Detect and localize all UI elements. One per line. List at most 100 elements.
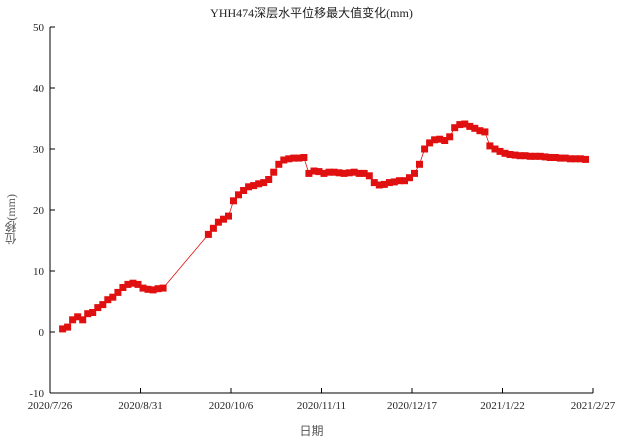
data-point — [486, 142, 494, 150]
data-point — [280, 156, 288, 164]
data-point — [456, 121, 464, 129]
data-point — [139, 284, 147, 292]
data-point — [421, 145, 429, 153]
y-tick-label: 50 — [33, 22, 45, 34]
data-point — [526, 152, 534, 160]
data-point — [74, 313, 82, 321]
x-tick-label: 2021/2/27 — [571, 400, 616, 412]
data-point — [466, 122, 474, 130]
data-point — [385, 179, 393, 187]
data-point — [240, 187, 248, 194]
data-point — [255, 180, 263, 188]
y-tick-label: 30 — [33, 144, 45, 156]
x-axis-label: 日期 — [299, 424, 324, 438]
data-point — [129, 279, 137, 287]
data-point — [370, 179, 378, 187]
y-tick-label: 10 — [33, 266, 45, 278]
data-point — [265, 176, 273, 183]
data-point — [481, 128, 489, 136]
y-tick-label: 0 — [39, 327, 45, 339]
x-tick-label: 2020/7/26 — [28, 400, 73, 412]
data-point — [476, 127, 484, 135]
data-point — [551, 154, 559, 161]
data-point — [406, 174, 413, 182]
x-tick-label: 2020/12/17 — [387, 400, 438, 412]
y-tick-label: 20 — [33, 205, 45, 217]
data-point — [220, 215, 227, 223]
data-point — [109, 293, 117, 301]
x-tick-label: 2020/11/11 — [297, 400, 346, 412]
data-point — [395, 177, 403, 185]
data-point — [461, 120, 469, 128]
data-point — [506, 151, 514, 158]
data-point — [134, 280, 142, 288]
y-tick-label: -10 — [29, 388, 44, 400]
data-point — [320, 169, 328, 177]
data-point — [561, 154, 569, 162]
data-point — [365, 172, 373, 180]
data-point — [441, 137, 449, 144]
chart-title: YHH474深层水平位移最大值变化(mm) — [210, 6, 413, 20]
y-tick-label: 40 — [33, 83, 45, 95]
data-point — [159, 284, 167, 292]
data-point — [501, 149, 509, 157]
data-point — [411, 169, 418, 177]
data-point — [350, 168, 358, 176]
data-point — [546, 154, 554, 161]
data-point — [380, 180, 388, 188]
data-point — [144, 285, 152, 293]
data-point — [426, 139, 434, 147]
data-point — [79, 316, 87, 324]
x-tick-label: 2020/10/6 — [209, 400, 254, 412]
data-point — [124, 280, 132, 288]
data-point — [491, 145, 499, 153]
data-point — [446, 133, 454, 141]
data-point — [315, 168, 323, 176]
data-point — [451, 124, 459, 132]
data-point — [69, 316, 77, 324]
data-point — [436, 135, 444, 143]
data-point — [84, 310, 92, 318]
data-point — [209, 224, 217, 232]
data-point — [290, 154, 298, 162]
data-point — [305, 169, 313, 177]
data-point — [330, 168, 338, 176]
data-point — [541, 153, 549, 161]
x-tick-label: 2020/8/31 — [118, 400, 163, 412]
data-point — [511, 151, 519, 159]
data-point — [582, 155, 589, 163]
data-point — [416, 160, 423, 168]
data-point — [556, 154, 564, 162]
data-point — [270, 168, 278, 176]
data-point — [104, 296, 112, 304]
data-point — [576, 155, 584, 163]
data-point — [375, 181, 383, 189]
data-point — [154, 285, 162, 293]
data-point — [345, 169, 353, 177]
data-point — [94, 304, 102, 312]
data-point — [340, 169, 348, 177]
data-point — [89, 309, 97, 316]
data-point — [204, 230, 212, 238]
data-point — [360, 169, 368, 177]
data-point — [149, 286, 157, 294]
data-point — [401, 177, 408, 185]
x-tick-label: 2021/1/22 — [480, 400, 525, 412]
data-point — [390, 178, 398, 186]
data-point — [536, 152, 544, 160]
data-point — [245, 183, 253, 191]
data-point — [275, 160, 283, 168]
data-point — [285, 155, 293, 163]
data-point — [566, 155, 574, 163]
data-point — [99, 301, 107, 309]
data-point — [496, 147, 504, 155]
data-point — [114, 288, 122, 296]
data-point — [310, 167, 318, 175]
data-point — [531, 152, 539, 160]
data-point — [325, 168, 333, 176]
data-point — [431, 136, 439, 144]
data-point — [516, 152, 524, 160]
data-point — [119, 284, 127, 291]
data-point — [471, 124, 479, 132]
